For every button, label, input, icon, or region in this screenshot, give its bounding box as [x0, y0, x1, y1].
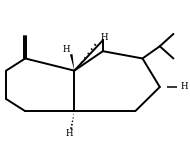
Text: H: H	[66, 129, 73, 138]
Polygon shape	[70, 54, 74, 71]
Text: H: H	[101, 33, 108, 42]
Text: H: H	[62, 45, 70, 54]
Text: H: H	[181, 83, 188, 91]
